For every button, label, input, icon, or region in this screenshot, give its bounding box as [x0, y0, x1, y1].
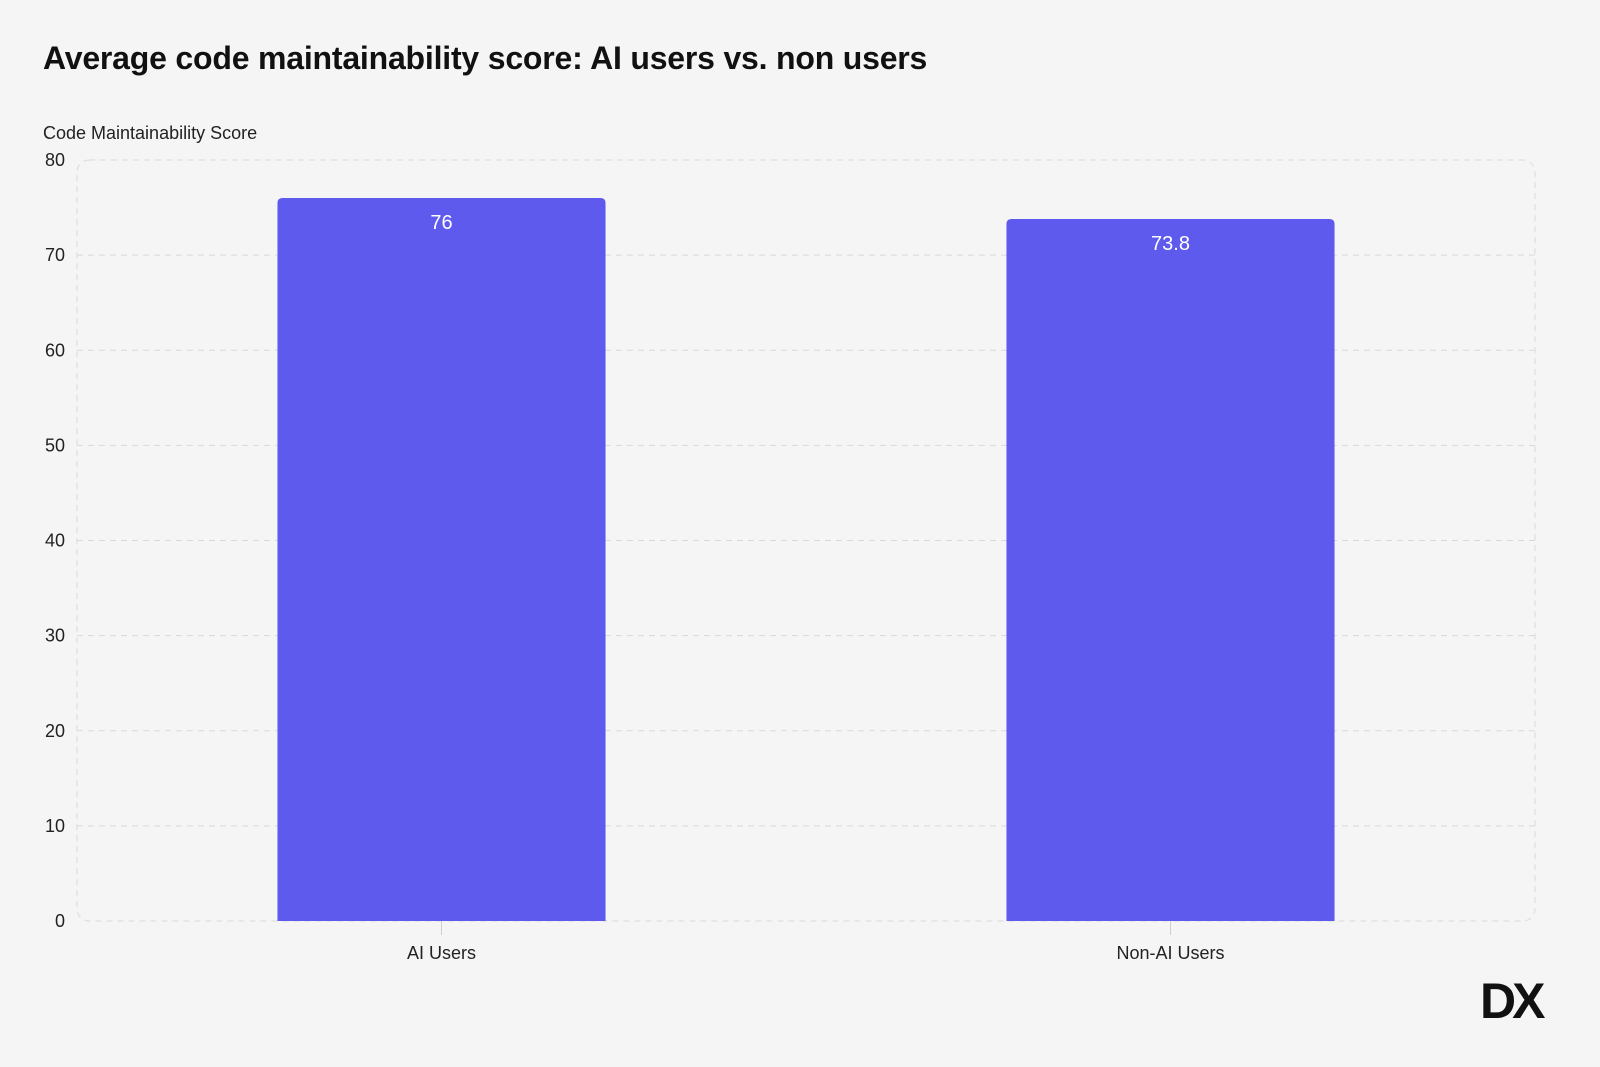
y-tick-label: 80 — [45, 150, 65, 170]
y-tick-label: 30 — [45, 626, 65, 646]
bar-ai-users — [277, 198, 606, 922]
y-tick-label: 50 — [45, 435, 65, 455]
bar-non-ai-users — [1006, 218, 1335, 922]
y-tick-label: 40 — [45, 531, 65, 551]
y-tick-label: 20 — [45, 721, 65, 741]
logo-text: DX — [1480, 976, 1545, 1022]
x-tick-label: AI Users — [407, 943, 476, 963]
data-label: 73.8 — [1151, 233, 1190, 255]
data-label: 76 — [430, 212, 452, 234]
y-tick-label: 10 — [45, 816, 65, 836]
bars: 76 73.8 — [277, 198, 1335, 922]
x-axis-ticks: AI Users Non-AI Users — [407, 921, 1225, 963]
y-tick-label: 0 — [55, 911, 65, 931]
y-axis-label: Code Maintainability Score — [43, 123, 258, 143]
x-tick-label: Non-AI Users — [1116, 943, 1224, 963]
dx-logo-icon: DX — [1480, 976, 1549, 1022]
y-tick-label: 60 — [45, 340, 65, 360]
y-axis-ticks: 0 10 20 30 40 50 60 70 80 — [45, 150, 65, 931]
y-tick-label: 70 — [45, 245, 65, 265]
chart-title: Average code maintainability score: AI u… — [43, 40, 928, 76]
